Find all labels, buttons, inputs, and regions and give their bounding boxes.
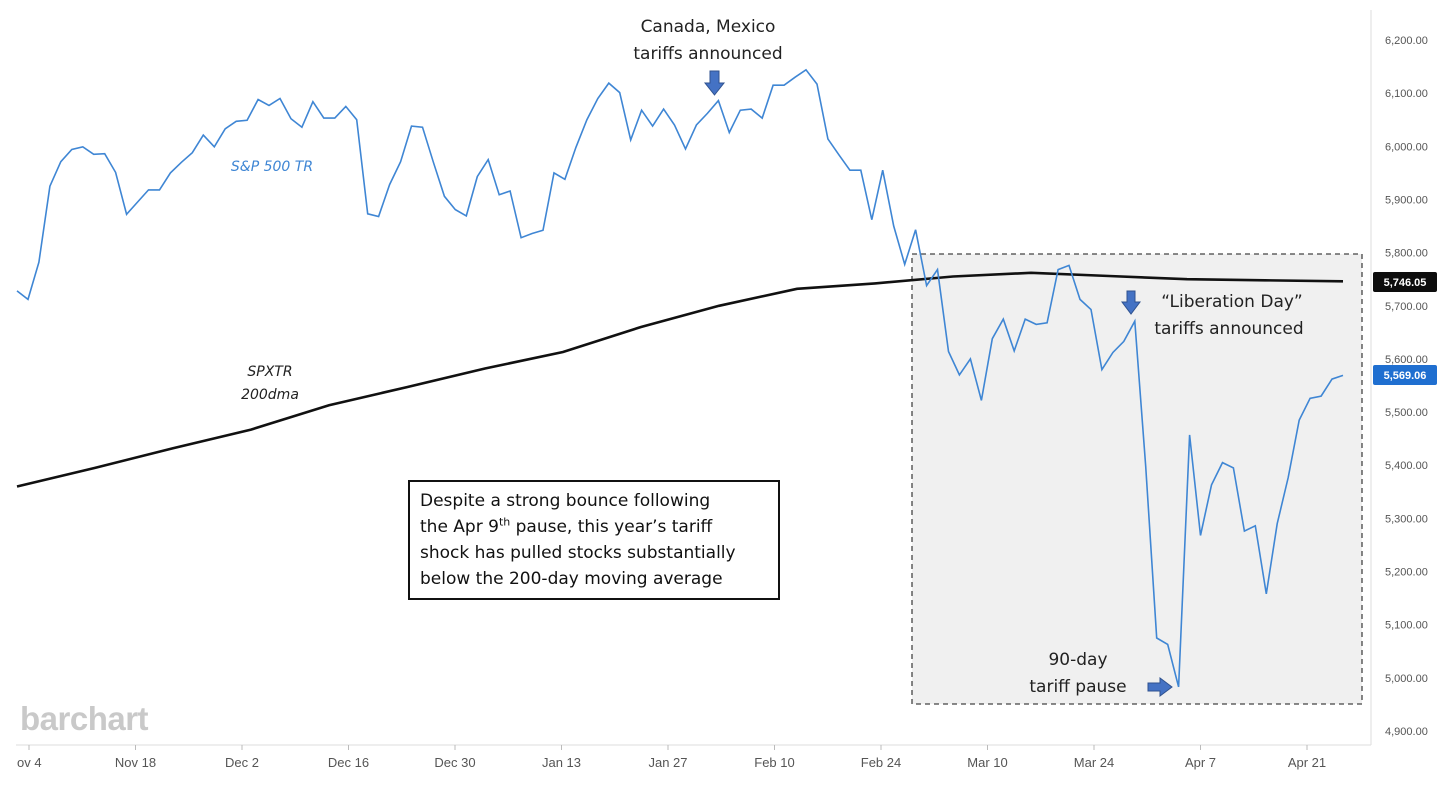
y-tick-label: 5,300.00 xyxy=(1385,513,1428,525)
y-tick-label: 5,600.00 xyxy=(1385,354,1428,366)
dma-series-label-line1: SPXTR xyxy=(247,364,292,380)
annotation-canada-line1: Canada, Mexico xyxy=(641,17,776,37)
dma-last-value-label: 5,746.05 xyxy=(1384,277,1427,289)
y-axis-ticks: 6,200.00 6,100.00 6,000.00 5,900.00 5,800.00… xyxy=(1385,35,1428,738)
x-axis-ticks: ov 4 Nov 18 Dec 2 Dec 16 Dec 30 Jan 13 Jan 27 F… xyxy=(17,745,1326,770)
highlight-region xyxy=(911,253,1363,705)
sp500-series-label: S&P 500 TR xyxy=(231,159,313,175)
commentary-line: the Apr 9th pause, this year’s tariff xyxy=(420,515,713,537)
commentary-line: Despite a strong bounce following xyxy=(420,491,711,511)
y-tick-label: 5,500.00 xyxy=(1385,407,1428,419)
commentary-line: below the 200-day moving average xyxy=(420,569,723,589)
x-tick-label: Apr 7 xyxy=(1185,755,1216,770)
sp500-last-value-badge xyxy=(1373,365,1437,385)
y-tick-label: 5,700.00 xyxy=(1385,301,1428,313)
annotation-pause-line1: 90-day xyxy=(1048,650,1107,670)
x-tick-label: Nov 18 xyxy=(115,755,156,770)
dma-series-label-line2: 200dma xyxy=(241,387,299,403)
arrow-down-icon xyxy=(703,70,726,96)
x-tick-label: Dec 2 xyxy=(225,755,259,770)
y-tick-label: 4,900.00 xyxy=(1385,726,1428,738)
y-tick-label: 6,100.00 xyxy=(1385,88,1428,100)
y-tick-label: 6,000.00 xyxy=(1385,141,1428,153)
y-tick-label: 5,000.00 xyxy=(1385,673,1428,685)
commentary-line: shock has pulled stocks substantially xyxy=(420,543,736,563)
x-tick-label: Dec 30 xyxy=(434,755,475,770)
x-tick-label: Mar 24 xyxy=(1074,755,1114,770)
y-tick-label: 5,900.00 xyxy=(1385,194,1428,206)
annotation-liberation-line2: tariffs announced xyxy=(1154,319,1303,339)
y-tick-label: 5,800.00 xyxy=(1385,248,1428,260)
sp500-last-value-label: 5,569.06 xyxy=(1384,370,1427,382)
annotation-pause-line2: tariff pause xyxy=(1029,677,1126,697)
commentary-box: Despite a strong bounce following the Ap… xyxy=(408,480,780,600)
annotation-liberation-line1: “Liberation Day” xyxy=(1161,292,1302,312)
annotation-canada-line2: tariffs announced xyxy=(633,44,782,64)
x-tick-label: Jan 13 xyxy=(542,755,581,770)
x-tick-label: Dec 16 xyxy=(328,755,369,770)
y-tick-label: 6,200.00 xyxy=(1385,35,1428,47)
arrow-down-icon xyxy=(1121,290,1141,315)
series-line-sp500 xyxy=(16,68,1344,688)
series-line-dma xyxy=(16,271,1344,488)
x-tick-label: Feb 10 xyxy=(754,755,794,770)
x-tick-label: ov 4 xyxy=(17,755,42,770)
x-tick-label: Jan 27 xyxy=(648,755,687,770)
x-tick-label: Apr 21 xyxy=(1288,755,1326,770)
y-tick-label: 5,400.00 xyxy=(1385,460,1428,472)
y-tick-label: 5,100.00 xyxy=(1385,620,1428,632)
x-tick-label: Feb 24 xyxy=(861,755,901,770)
barchart-logo: barchart xyxy=(20,700,149,737)
arrow-right-icon xyxy=(1147,677,1173,697)
dma-last-value-badge xyxy=(1373,272,1437,292)
x-tick-label: Mar 10 xyxy=(967,755,1007,770)
y-tick-label: 5,200.00 xyxy=(1385,567,1428,579)
